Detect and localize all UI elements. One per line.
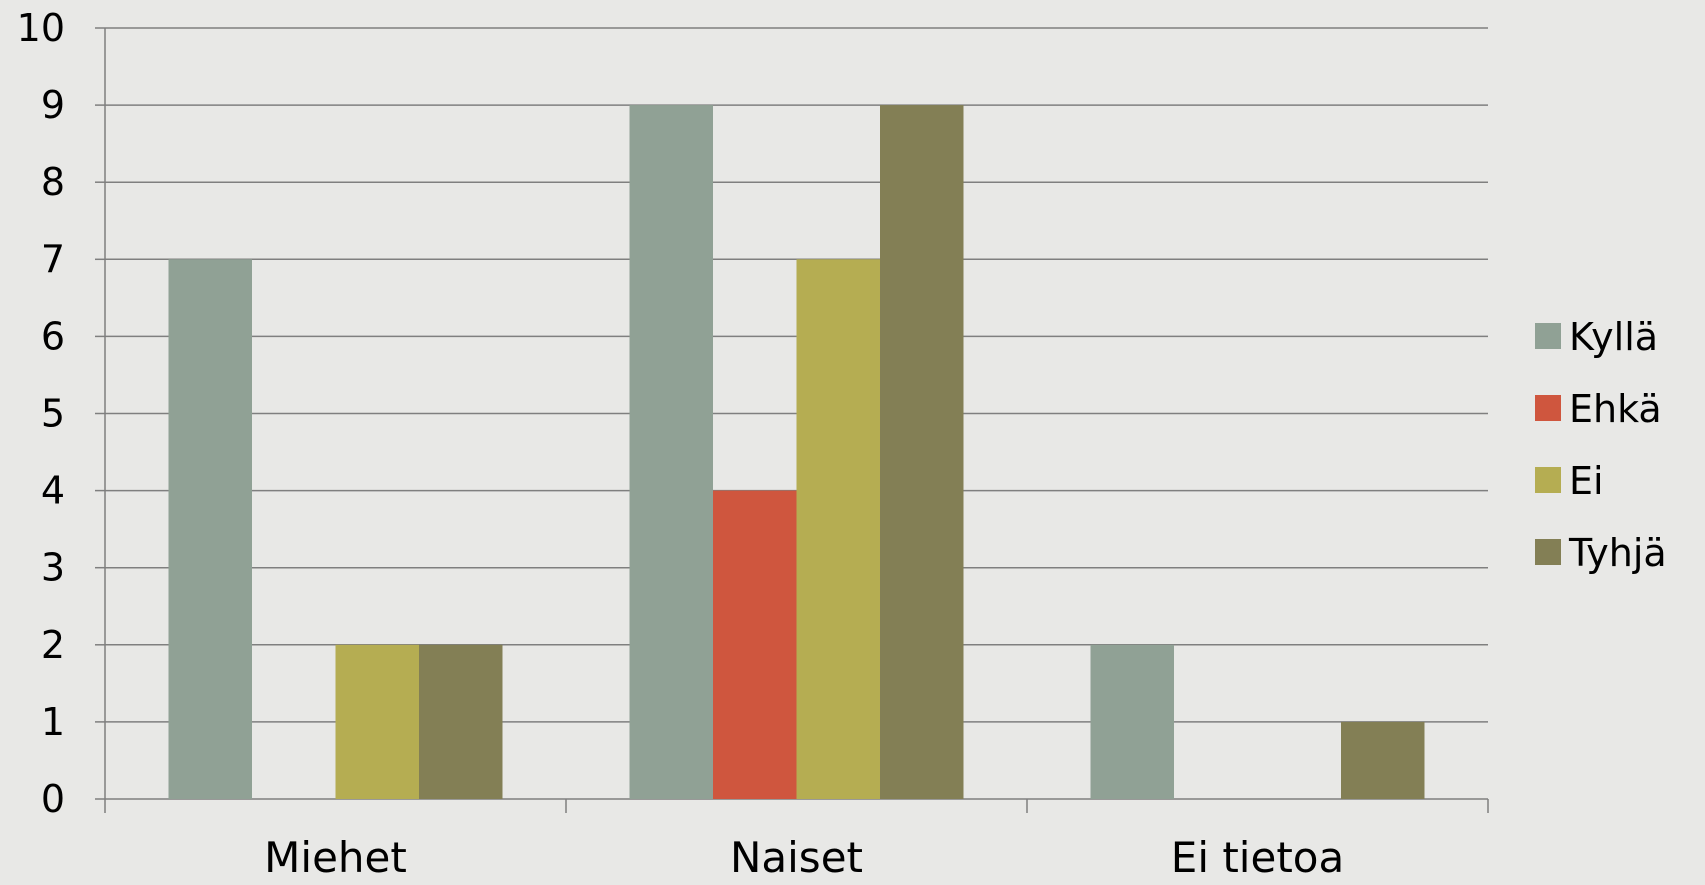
y-axis-tick-labels: 0 1 2 3 4 5 6 7 8 9 10 — [17, 6, 65, 821]
bar-kyllä-ei-tietoa — [1090, 644, 1174, 799]
bar-tyhjä-ei-tietoa — [1341, 721, 1425, 799]
bar-kyllä-miehet — [168, 259, 252, 799]
legend-swatch — [1535, 323, 1561, 349]
legend-item: Kyllä — [1535, 315, 1658, 359]
y-tick-label: 5 — [41, 392, 65, 436]
legend-label: Tyhjä — [1568, 531, 1667, 575]
legend: Kyllä Ehkä Ei Tyhjä — [1535, 315, 1667, 575]
legend-label: Kyllä — [1569, 315, 1658, 359]
legend-label: Ehkä — [1569, 387, 1662, 431]
legend-swatch — [1535, 395, 1561, 421]
y-tick-label: 7 — [41, 237, 65, 281]
x-category-label: Miehet — [264, 833, 407, 881]
bar-kyllä-naiset — [629, 105, 713, 800]
y-tick-label: 2 — [41, 623, 65, 667]
bar-tyhjä-miehet — [419, 644, 503, 799]
bar-ei-naiset — [796, 259, 880, 799]
legend-swatch — [1535, 539, 1561, 565]
bars — [168, 105, 1425, 800]
y-tick-label: 9 — [41, 83, 65, 127]
legend-item: Tyhjä — [1535, 531, 1667, 575]
legend-label: Ei — [1569, 459, 1604, 503]
y-tick-label: 4 — [41, 469, 65, 513]
bar-tyhjä-naiset — [880, 105, 964, 800]
bar-ei-miehet — [335, 644, 419, 799]
y-tick-label: 8 — [41, 160, 65, 204]
x-category-label: Ei tietoa — [1171, 833, 1344, 881]
legend-item: Ehkä — [1535, 387, 1662, 431]
legend-swatch — [1535, 467, 1561, 493]
y-tick-label: 10 — [17, 6, 65, 50]
legend-item: Ei — [1535, 459, 1604, 503]
bar-ehkä-naiset — [713, 490, 797, 799]
y-tick-label: 6 — [41, 314, 65, 358]
x-category-label: Naiset — [730, 833, 863, 881]
y-tick-label: 3 — [41, 546, 65, 590]
x-axis-category-labels: Miehet Naiset Ei tietoa — [264, 833, 1344, 882]
y-tick-label: 0 — [41, 777, 65, 821]
y-tick-label: 1 — [41, 700, 65, 744]
